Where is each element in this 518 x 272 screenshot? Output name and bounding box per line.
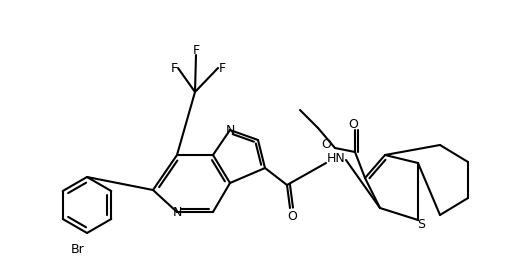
Text: HN: HN: [327, 152, 346, 165]
Text: O: O: [287, 209, 297, 222]
Text: N: N: [225, 123, 235, 137]
Text: S: S: [417, 218, 425, 231]
Text: O: O: [348, 118, 358, 131]
Text: N: N: [172, 206, 182, 218]
Text: F: F: [219, 61, 225, 75]
Text: F: F: [193, 45, 199, 57]
Text: F: F: [170, 61, 178, 75]
Text: Br: Br: [71, 243, 85, 256]
Text: O: O: [321, 138, 331, 150]
